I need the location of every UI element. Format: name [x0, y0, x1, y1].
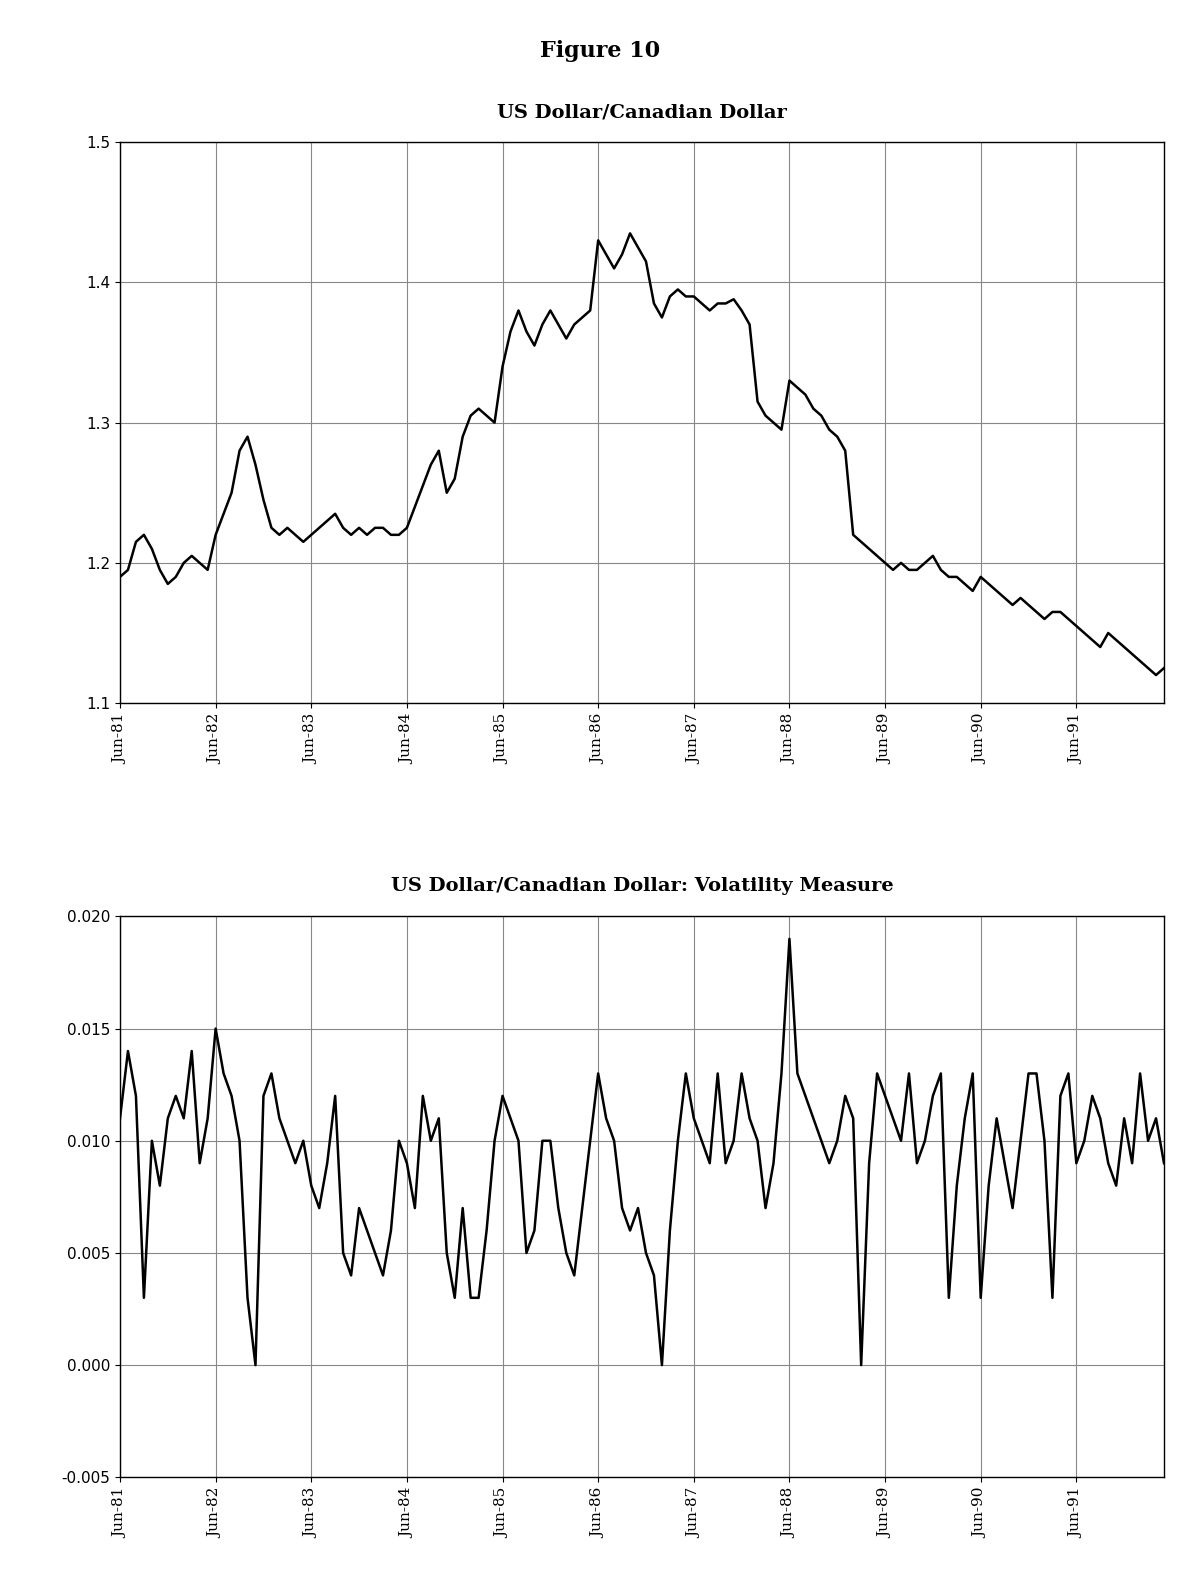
Title: US Dollar/Canadian Dollar: US Dollar/Canadian Dollar — [497, 103, 787, 122]
Title: US Dollar/Canadian Dollar: Volatility Measure: US Dollar/Canadian Dollar: Volatility Me… — [391, 877, 893, 896]
Text: Figure 10: Figure 10 — [540, 40, 660, 62]
